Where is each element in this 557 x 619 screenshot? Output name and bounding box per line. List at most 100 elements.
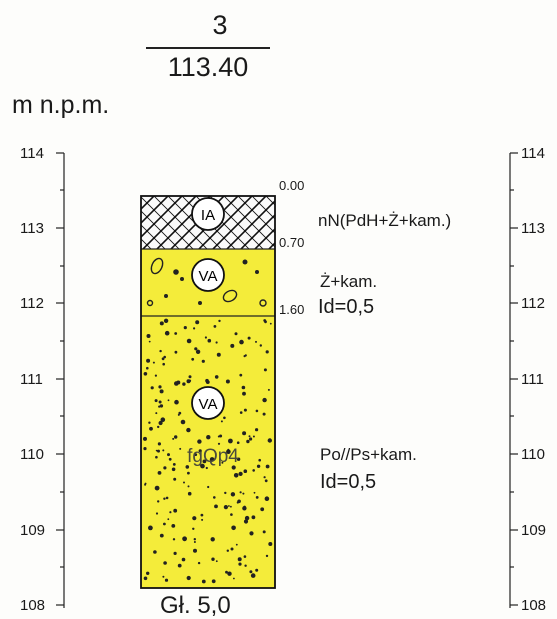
sand-dot [172, 538, 176, 541]
sand-dot [228, 438, 233, 444]
sand-dot [242, 492, 245, 495]
sand-dot [143, 576, 148, 581]
sand-dot [249, 570, 253, 574]
sand-dot [172, 437, 175, 440]
borehole-number: 3 [212, 10, 228, 40]
sand-dot [157, 442, 161, 446]
left-tick-label: 113 [20, 220, 44, 237]
sand-dot [186, 338, 192, 344]
sand-dot [239, 373, 243, 377]
layer-1-description: nN(PdH+Ż+kam.) [318, 211, 452, 230]
sand-dot [157, 449, 160, 453]
sand-dot [215, 341, 218, 344]
sand-dot [238, 562, 242, 566]
sand-dot [215, 560, 218, 563]
sand-dot [241, 385, 246, 390]
layer-3-sand-dots [143, 318, 273, 584]
sand-dot [243, 519, 249, 524]
sand-dot [187, 485, 190, 488]
sand-dot [195, 320, 200, 325]
sand-dot [243, 408, 247, 412]
sand-dot [226, 449, 231, 455]
sand-dot [155, 455, 158, 459]
sand-dot [146, 571, 150, 575]
layer-2-gravel-symbols [146, 257, 267, 307]
right-tick-label: 112 [521, 295, 545, 312]
sand-dot [255, 409, 259, 413]
sand-dot [167, 453, 170, 457]
sand-dot [221, 461, 224, 464]
sand-dot [174, 435, 178, 439]
sand-dot [210, 537, 215, 542]
left-tick-label: 110 [20, 446, 44, 463]
sand-dot [186, 427, 191, 433]
group-symbol-layer-2: VA [191, 258, 225, 292]
stratigraphy-label: fgQp4 [187, 446, 239, 467]
sand-dot [174, 399, 179, 405]
sand-dot [233, 473, 239, 478]
sand-dot [255, 496, 259, 499]
sand-dot [197, 561, 201, 565]
sand-dot [267, 438, 272, 443]
layer-3-density: Id=0,5 [320, 471, 377, 493]
sand-dot [244, 354, 247, 357]
sand-dot [214, 504, 218, 509]
layer-3-fill [141, 316, 275, 588]
left-tick-label: 114 [20, 145, 44, 162]
sand-dot [259, 344, 262, 347]
sand-dot [230, 492, 236, 497]
depth-label-layer-2-bottom: 1.60 [279, 302, 305, 317]
sand-dot [236, 441, 240, 445]
sand-dot [182, 382, 186, 386]
sand-dot [258, 458, 262, 462]
sand-dot [262, 412, 266, 416]
sand-dot [263, 368, 267, 372]
svg-text:IA: IA [201, 207, 215, 224]
total-depth-label: Gł. 5,0 [160, 592, 231, 619]
group-symbol-layer-3: VA [191, 386, 225, 420]
sand-dot [164, 578, 169, 582]
sand-dot [149, 426, 153, 431]
borehole-column: IA VA VA fgQp4 [140, 195, 276, 589]
sand-dot [146, 334, 151, 338]
sand-dot [161, 357, 165, 361]
sand-dot [165, 496, 169, 500]
sand-dot [252, 469, 255, 472]
sand-dot [211, 557, 215, 561]
sand-dot [211, 579, 216, 584]
sand-dot [255, 340, 257, 343]
sand-dot [193, 327, 196, 330]
svg-text:VA: VA [199, 268, 218, 285]
sand-dot [162, 575, 165, 578]
sand-dot [264, 496, 270, 502]
sand-dot [249, 531, 254, 536]
sand-dot [199, 464, 202, 466]
sand-dot [268, 542, 273, 546]
sand-dot [244, 564, 247, 567]
sand-dot [143, 436, 147, 441]
sand-dot [202, 459, 207, 464]
svg-text:VA: VA [199, 396, 218, 413]
sand-dot [171, 524, 176, 528]
sand-dot [252, 435, 255, 438]
sand-dot [269, 322, 272, 325]
sand-dot [172, 463, 176, 466]
sand-dot [158, 420, 163, 426]
sand-dot [255, 428, 259, 432]
left-tick-label: 111 [20, 371, 43, 388]
sand-dot [265, 350, 269, 354]
sand-dot [180, 419, 186, 425]
sand-dot [179, 447, 182, 450]
sand-dot [227, 448, 230, 451]
depth-label-top: 0.00 [279, 178, 305, 193]
sand-dot [247, 336, 251, 340]
sand-dot [175, 382, 178, 386]
right-elevation-scale [509, 152, 518, 608]
sand-dot [144, 482, 147, 485]
sand-dot [193, 541, 196, 543]
sand-dot [206, 435, 211, 440]
left-tick-label: 109 [20, 522, 46, 539]
sand-dot [251, 515, 256, 520]
sand-dot [239, 491, 242, 494]
